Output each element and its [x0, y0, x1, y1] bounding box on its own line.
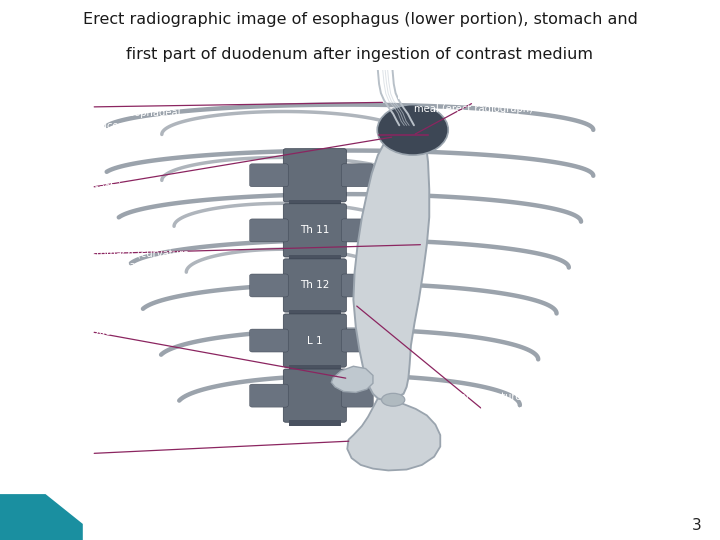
Ellipse shape — [382, 393, 405, 406]
FancyBboxPatch shape — [250, 274, 288, 297]
Text: Gastric air bubble: Gastric air bubble — [91, 182, 181, 192]
Text: Site of the
circular
muscle of
the pylorus: Site of the circular muscle of the pylor… — [91, 430, 148, 477]
Bar — [289, 310, 341, 316]
FancyBboxPatch shape — [341, 164, 373, 187]
Polygon shape — [331, 366, 373, 393]
Text: Greater curvature of
stomach (curvatura
major gastris): Greater curvature of stomach (curvatura … — [432, 393, 534, 427]
Bar — [289, 421, 341, 426]
Polygon shape — [347, 399, 440, 470]
FancyBboxPatch shape — [283, 259, 346, 312]
Text: Remnants of
contrast medium
in the esophageal
mucosa: Remnants of contrast medium in the esoph… — [91, 83, 181, 131]
Text: first part of duodenum after ingestion of contrast medium: first part of duodenum after ingestion o… — [127, 48, 593, 62]
Text: Th 12: Th 12 — [300, 280, 330, 291]
Text: Erect radiographic image of esophagus (lower portion), stomach and: Erect radiographic image of esophagus (l… — [83, 12, 637, 27]
FancyBboxPatch shape — [283, 204, 346, 257]
Bar — [289, 366, 341, 371]
FancyBboxPatch shape — [250, 164, 288, 187]
Text: L 1: L 1 — [307, 335, 323, 346]
Polygon shape — [354, 132, 429, 401]
Ellipse shape — [377, 105, 449, 155]
FancyBboxPatch shape — [283, 148, 346, 202]
Text: Th 11: Th 11 — [300, 225, 330, 235]
Bar — [289, 200, 341, 206]
Text: Duodenal bulb: Duodenal bulb — [91, 327, 164, 337]
FancyBboxPatch shape — [250, 329, 288, 352]
Text: Horizontal level of the contrast
meal (erect radiograph): Horizontal level of the contrast meal (e… — [397, 91, 551, 113]
Polygon shape — [0, 494, 83, 540]
FancyBboxPatch shape — [341, 384, 373, 407]
Text: 3: 3 — [692, 518, 701, 532]
Text: Lesser curvature of
stomach (curvatura
minor gastris): Lesser curvature of stomach (curvatura m… — [91, 237, 189, 271]
Bar — [289, 255, 341, 261]
FancyBboxPatch shape — [250, 384, 288, 407]
FancyBboxPatch shape — [283, 314, 346, 367]
FancyBboxPatch shape — [283, 369, 346, 422]
FancyBboxPatch shape — [341, 329, 373, 352]
FancyBboxPatch shape — [250, 219, 288, 242]
FancyBboxPatch shape — [341, 274, 373, 297]
FancyBboxPatch shape — [341, 219, 373, 242]
